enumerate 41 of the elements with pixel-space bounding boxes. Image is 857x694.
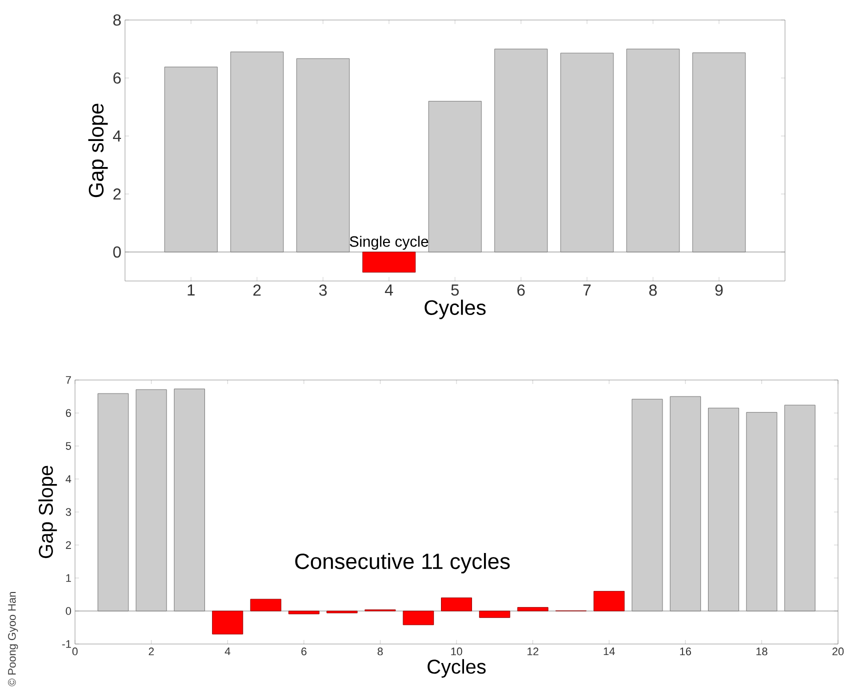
y-tick-label: -1: [62, 640, 71, 648]
x-tick-label: 9: [715, 284, 723, 296]
y-tick-label: 6: [113, 72, 121, 84]
y-tick-label: 7: [66, 376, 71, 384]
y-axis-title: Gap Slope: [38, 466, 57, 558]
x-tick-label: 18: [756, 648, 768, 656]
x-tick-label: 12: [528, 648, 538, 656]
x-tick-label: 0: [72, 648, 78, 656]
y-tick-label: 0: [66, 607, 72, 615]
y-tick-label: 5: [66, 442, 72, 450]
x-tick-label: 2: [253, 284, 261, 296]
y-tick-label: 2: [66, 541, 71, 549]
y-tick-label: 8: [113, 14, 121, 26]
annotation: Single cycle: [350, 236, 428, 250]
x-tick-label: 14: [604, 648, 615, 656]
y-tick-label: 4: [66, 475, 72, 483]
y-tick-label: 6: [66, 409, 71, 417]
x-tick-label: 3: [319, 284, 327, 296]
x-tick-label: 10: [451, 648, 462, 656]
x-tick-label: 20: [832, 648, 844, 656]
y-tick-label: 0: [113, 246, 121, 258]
x-tick-label: 16: [680, 648, 692, 656]
x-tick-label: 4: [384, 284, 393, 296]
x-tick-label: 8: [649, 284, 657, 296]
annotation: Consecutive 11 cycles: [295, 552, 510, 574]
y-tick-label: 3: [66, 508, 71, 516]
x-axis-title: Cycles: [424, 300, 486, 320]
x-tick-label: 1: [188, 284, 195, 296]
y-tick-label: 1: [66, 574, 71, 582]
x-tick-label: 2: [148, 648, 154, 656]
x-tick-label: 8: [378, 648, 383, 656]
x-tick-label: 7: [583, 284, 591, 296]
y-tick-label: 4: [112, 130, 122, 142]
x-tick-label: 6: [301, 648, 306, 656]
y-tick-label: 2: [113, 188, 121, 200]
x-axis-title: Cycles: [428, 659, 486, 678]
x-tick-label: 6: [517, 284, 525, 296]
text: © Poong Gyoo Han: [8, 592, 18, 686]
y-axis-title: Gap slope: [88, 104, 108, 198]
x-tick-label: 4: [224, 648, 230, 656]
x-tick-label: 5: [451, 284, 459, 296]
